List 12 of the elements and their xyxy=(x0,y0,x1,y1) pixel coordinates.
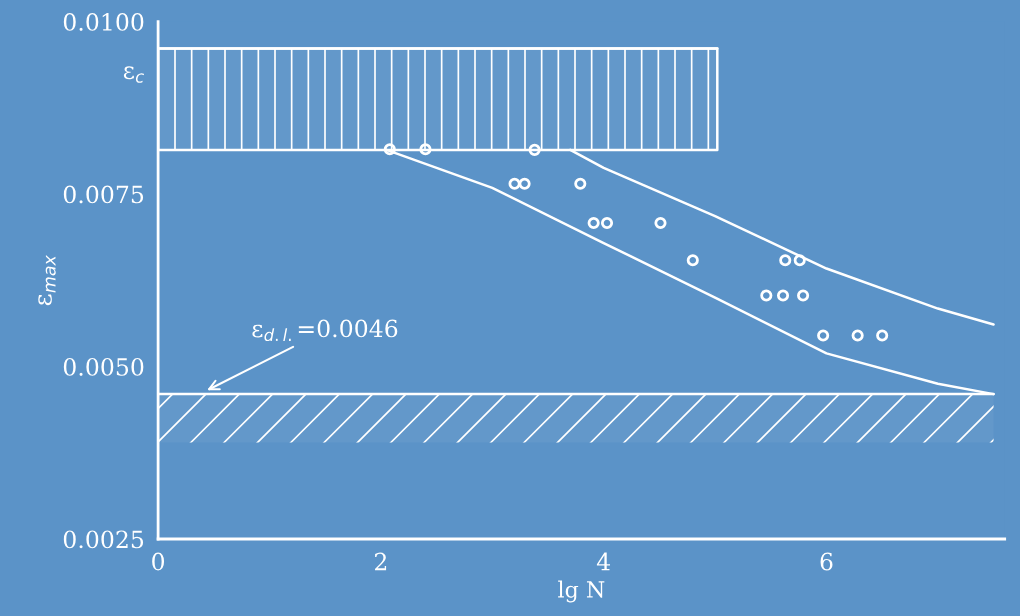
annotation: ε$_{d.l.}$=0.0046 xyxy=(252,319,398,342)
y-axis-title: ε$_{max}$ xyxy=(38,254,56,306)
x-tick-label: 4 xyxy=(596,552,610,571)
x-tick-label: 2 xyxy=(374,552,387,571)
x-tick-label: 6 xyxy=(820,552,833,571)
y-tick-label: 0.0075 xyxy=(63,185,144,204)
y-tick-label: ε$_{c}$ xyxy=(123,66,145,83)
x-tick-label: 0 xyxy=(152,552,165,571)
y-tick-label: 0.0025 xyxy=(63,530,144,549)
y-tick-label: 0.0050 xyxy=(63,357,144,376)
y-tick-label: 0.0100 xyxy=(63,13,144,31)
x-axis-title: lg N xyxy=(558,580,605,603)
